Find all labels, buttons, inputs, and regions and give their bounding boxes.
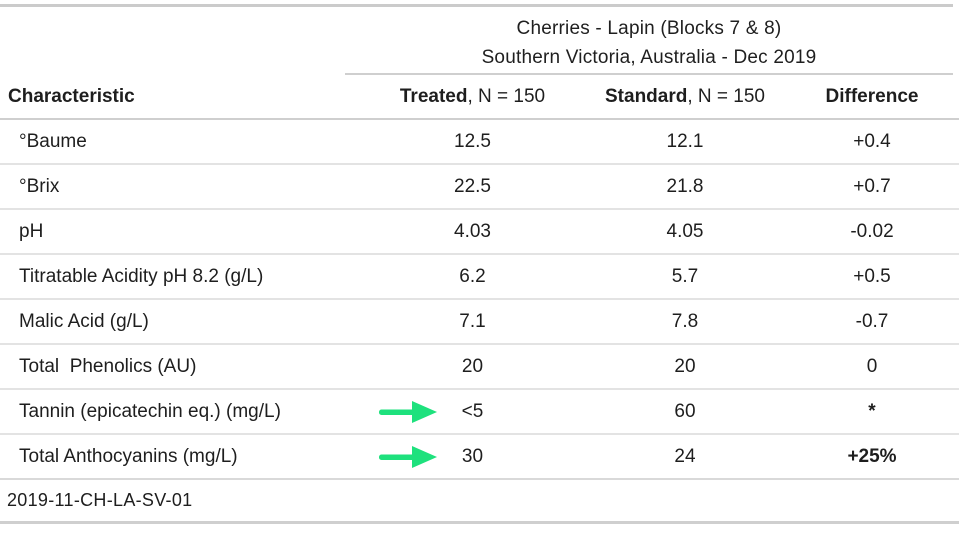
difference-value-cell: +0.7 — [785, 176, 959, 198]
table-row: Total Phenolics (AU) 20 20 0 — [0, 345, 959, 390]
difference-value-cell: -0.02 — [785, 221, 959, 243]
standard-value: 4.05 — [666, 220, 704, 242]
green-arrow-icon — [378, 400, 438, 424]
treated-value: 7.1 — [459, 310, 486, 332]
difference-value-cell: * — [785, 401, 959, 423]
table-body: °Baume 12.5 12.1 +0.4 °Brix — [0, 120, 959, 480]
title-spacer — [0, 7, 345, 75]
standard-value-cell: 4.05 — [585, 221, 785, 243]
standard-value: 12.1 — [666, 130, 704, 152]
characteristic-label: Tannin (epicatechin eq.) (mg/L) — [19, 400, 281, 422]
characteristic-label: Total Anthocyanins (mg/L) — [19, 445, 238, 467]
characteristic-cell: °Brix — [0, 176, 360, 198]
difference-value-cell: +0.4 — [785, 131, 959, 153]
difference-value: +25% — [847, 445, 897, 467]
characteristic-cell: Total Anthocyanins (mg/L) — [0, 446, 360, 468]
results-table: Cherries - Lapin (Blocks 7 & 8) Southern… — [0, 4, 959, 524]
table-title: Cherries - Lapin (Blocks 7 & 8) — [516, 18, 782, 39]
treated-value: 4.03 — [454, 220, 491, 242]
table-row: Total Anthocyanins (mg/L) 30 24 +25% — [0, 435, 959, 480]
standard-value: 21.8 — [666, 175, 704, 197]
treated-value: 30 — [461, 445, 484, 467]
characteristic-label: Total Phenolics (AU) — [19, 355, 197, 377]
table-row: Titratable Acidity pH 8.2 (g/L) 6.2 5.7 … — [0, 255, 959, 300]
standard-value-cell: 7.8 — [585, 311, 785, 333]
table-row: °Brix 22.5 21.8 +0.7 — [0, 165, 959, 210]
treated-value: 12.5 — [454, 130, 491, 152]
treated-value-cell: 22.5 — [360, 176, 585, 198]
column-header-difference: Difference — [825, 85, 919, 107]
difference-value-cell: 0 — [785, 356, 959, 378]
difference-value: -0.7 — [855, 310, 889, 332]
standard-value-cell: 60 — [585, 401, 785, 423]
table-title-block: Cherries - Lapin (Blocks 7 & 8) Southern… — [345, 7, 953, 75]
treated-value-cell: 20 — [360, 356, 585, 378]
standard-value: 24 — [674, 445, 696, 467]
treated-value: <5 — [461, 400, 484, 422]
characteristic-cell: Total Phenolics (AU) — [0, 356, 360, 378]
difference-value-cell: +25% — [785, 446, 959, 468]
table-row: °Baume 12.5 12.1 +0.4 — [0, 120, 959, 165]
treated-value: 20 — [461, 355, 484, 377]
characteristic-cell: Titratable Acidity pH 8.2 (g/L) — [0, 266, 360, 288]
column-header-row: Characteristic Treated, N = 150 Standard… — [0, 75, 959, 120]
characteristic-label: Titratable Acidity pH 8.2 (g/L) — [19, 265, 264, 287]
difference-value: +0.4 — [853, 130, 891, 152]
characteristic-cell: Malic Acid (g/L) — [0, 311, 360, 333]
difference-value: +0.7 — [853, 175, 891, 197]
standard-value-cell: 24 — [585, 446, 785, 468]
difference-value: * — [868, 400, 876, 422]
treated-value-cell: 7.1 — [360, 311, 585, 333]
treated-value: 22.5 — [454, 175, 491, 197]
standard-value: 20 — [674, 355, 696, 377]
characteristic-label: pH — [19, 220, 44, 242]
characteristic-label: °Brix — [19, 175, 60, 197]
characteristic-cell: pH — [0, 221, 360, 243]
table-row: Tannin (epicatechin eq.) (mg/L) <5 60 * — [0, 390, 959, 435]
standard-value-cell: 5.7 — [585, 266, 785, 288]
treated-value-cell: 6.2 — [360, 266, 585, 288]
standard-value-cell: 12.1 — [585, 131, 785, 153]
treated-label: Treated — [399, 85, 468, 107]
sample-code: 2019-11-CH-LA-SV-01 — [7, 490, 193, 510]
difference-value: 0 — [866, 355, 878, 377]
green-arrow-icon — [378, 445, 438, 469]
difference-value-cell: +0.5 — [785, 266, 959, 288]
difference-value: +0.5 — [853, 265, 891, 287]
table-row: Malic Acid (g/L) 7.1 7.8 -0.7 — [0, 300, 959, 345]
treated-value-cell: <5 — [360, 400, 585, 424]
characteristic-cell: Tannin (epicatechin eq.) (mg/L) — [0, 401, 360, 423]
standard-value: 60 — [674, 400, 696, 422]
column-header-treated: Treated, N = 150 — [360, 86, 585, 108]
table-title-area: Cherries - Lapin (Blocks 7 & 8) Southern… — [0, 7, 959, 75]
treated-value-cell: 12.5 — [360, 131, 585, 153]
column-header-standard: Standard, N = 150 — [585, 86, 785, 108]
column-header-characteristic: Characteristic — [8, 85, 135, 107]
characteristic-label: Malic Acid (g/L) — [19, 310, 149, 332]
treated-value-cell: 4.03 — [360, 221, 585, 243]
treated-value-cell: 30 — [360, 445, 585, 469]
standard-value-cell: 21.8 — [585, 176, 785, 198]
top-divider — [0, 4, 953, 7]
difference-value-cell: -0.7 — [785, 311, 959, 333]
difference-value: -0.02 — [850, 220, 894, 242]
table-subtitle: Southern Victoria, Australia - Dec 2019 — [481, 47, 817, 68]
characteristic-label: °Baume — [19, 130, 87, 152]
footer-row: 2019-11-CH-LA-SV-01 — [0, 480, 959, 524]
standard-value: 7.8 — [671, 310, 699, 332]
table-row: pH 4.03 4.05 -0.02 — [0, 210, 959, 255]
treated-n-label: , N = 150 — [467, 85, 546, 107]
standard-label: Standard — [605, 85, 688, 107]
characteristic-cell: °Baume — [0, 131, 360, 153]
treated-value: 6.2 — [459, 265, 486, 287]
standard-value: 5.7 — [671, 265, 699, 287]
standard-value-cell: 20 — [585, 356, 785, 378]
standard-n-label: , N = 150 — [687, 85, 765, 107]
